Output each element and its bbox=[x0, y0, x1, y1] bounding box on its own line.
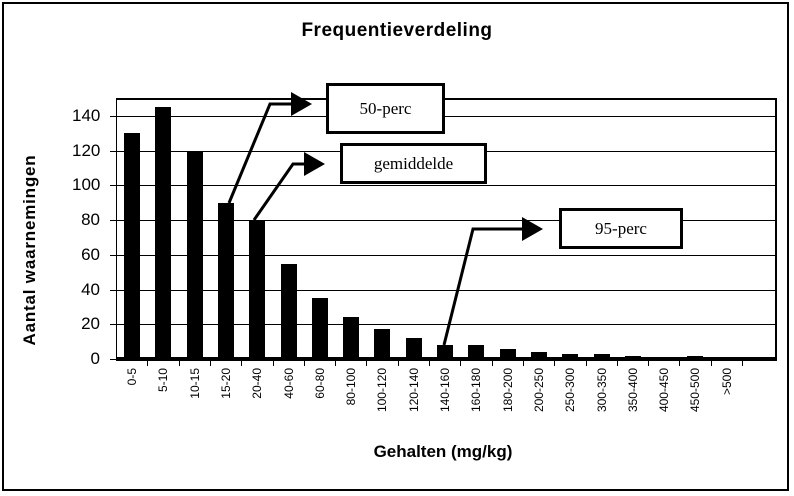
bar bbox=[530, 352, 547, 359]
arrow-95-perc bbox=[442, 217, 543, 346]
bar bbox=[249, 220, 266, 359]
gridline bbox=[116, 324, 777, 325]
callout-95-perc-label: 95-perc bbox=[595, 218, 647, 238]
x-tick-mark bbox=[366, 359, 367, 366]
chart-title: Frequentieverdeling bbox=[301, 20, 493, 41]
bar bbox=[155, 107, 172, 359]
x-tick-mark bbox=[335, 359, 336, 366]
bar bbox=[624, 355, 641, 359]
callout-50-perc: 50-perc bbox=[326, 83, 445, 134]
x-tick-mark bbox=[742, 359, 743, 366]
x-tick-mark bbox=[398, 359, 399, 366]
gridline bbox=[116, 290, 777, 291]
x-tick-mark bbox=[648, 359, 649, 366]
x-tick-mark bbox=[304, 359, 305, 366]
bar bbox=[311, 298, 328, 359]
arrow-50-perc bbox=[227, 92, 312, 204]
x-tick-mark bbox=[617, 359, 618, 366]
x-tick-mark bbox=[210, 359, 211, 366]
bar bbox=[405, 338, 422, 359]
gridline bbox=[116, 185, 777, 186]
x-tick-mark bbox=[179, 359, 180, 366]
arrow-gemiddelde bbox=[252, 152, 325, 221]
bar bbox=[374, 329, 391, 359]
y-tick-mark bbox=[110, 116, 116, 117]
y-tick-label: 140 bbox=[72, 106, 101, 125]
y-tick-mark bbox=[110, 151, 116, 152]
x-tick-mark bbox=[711, 359, 712, 366]
x-tick-mark bbox=[586, 359, 587, 366]
callout-50-perc-label: 50-perc bbox=[359, 98, 412, 118]
gridline bbox=[116, 255, 777, 256]
x-tick-mark bbox=[523, 359, 524, 366]
x-tick-mark bbox=[429, 359, 430, 366]
x-tick-mark bbox=[273, 359, 274, 366]
callout-95-perc: 95-perc bbox=[559, 208, 683, 249]
y-tick-label: 80 bbox=[81, 210, 100, 229]
x-axis-title: Gehalten (mg/kg) bbox=[373, 442, 513, 461]
x-tick-mark bbox=[147, 359, 148, 366]
y-tick-label: 120 bbox=[72, 141, 101, 160]
gridline bbox=[116, 116, 777, 117]
gridline bbox=[116, 220, 777, 221]
x-axis bbox=[116, 359, 777, 361]
x-tick-mark bbox=[679, 359, 680, 366]
y-tick-mark bbox=[110, 359, 116, 360]
callout-gemiddelde: gemiddelde bbox=[340, 143, 487, 184]
bar bbox=[593, 353, 610, 359]
x-tick-mark bbox=[492, 359, 493, 366]
bar bbox=[562, 353, 579, 359]
bar bbox=[343, 317, 360, 359]
bar bbox=[280, 263, 297, 359]
x-tick-mark bbox=[554, 359, 555, 366]
bar bbox=[468, 345, 485, 359]
bar bbox=[687, 355, 704, 359]
y-axis bbox=[116, 98, 117, 361]
y-tick-mark bbox=[110, 185, 116, 186]
bar bbox=[217, 202, 234, 359]
y-tick-label: 0 bbox=[90, 349, 100, 368]
y-tick-label: 60 bbox=[81, 245, 100, 264]
bar bbox=[124, 133, 140, 359]
y-tick-label: 20 bbox=[81, 314, 100, 333]
y-tick-mark bbox=[110, 220, 116, 221]
y-tick-mark bbox=[110, 255, 116, 256]
y-tick-label: 100 bbox=[72, 175, 101, 194]
x-tick-mark bbox=[460, 359, 461, 366]
y-tick-mark bbox=[110, 290, 116, 291]
y-tick-label: 40 bbox=[81, 280, 100, 299]
callout-gemiddelde-label: gemiddelde bbox=[373, 153, 454, 173]
bar bbox=[437, 345, 453, 359]
y-tick-mark bbox=[110, 324, 116, 325]
bar bbox=[499, 348, 516, 359]
x-tick-mark bbox=[241, 359, 242, 366]
bar bbox=[186, 150, 203, 359]
